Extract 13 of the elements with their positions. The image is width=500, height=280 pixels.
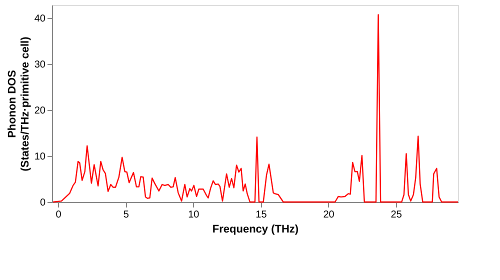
y-tick-label: 20 bbox=[34, 105, 46, 116]
x-tick-label: 5 bbox=[123, 210, 130, 220]
y-tick-label: 30 bbox=[34, 59, 46, 70]
x-tick-label: 0 bbox=[56, 210, 62, 220]
x-tick-label: 15 bbox=[256, 210, 268, 220]
y-axis-title: Phonon DOS (States/THz·primitive cell) bbox=[6, 36, 32, 172]
x-tick-label: 20 bbox=[323, 210, 335, 220]
x-tick-label: 10 bbox=[188, 210, 200, 220]
y-tick-label: 0 bbox=[40, 198, 46, 208]
y-tick-label: 40 bbox=[34, 13, 46, 24]
y-tick-label: 10 bbox=[34, 151, 46, 162]
x-tick-label: 25 bbox=[390, 210, 402, 220]
x-axis-title: Frequency (THz) bbox=[212, 224, 299, 236]
